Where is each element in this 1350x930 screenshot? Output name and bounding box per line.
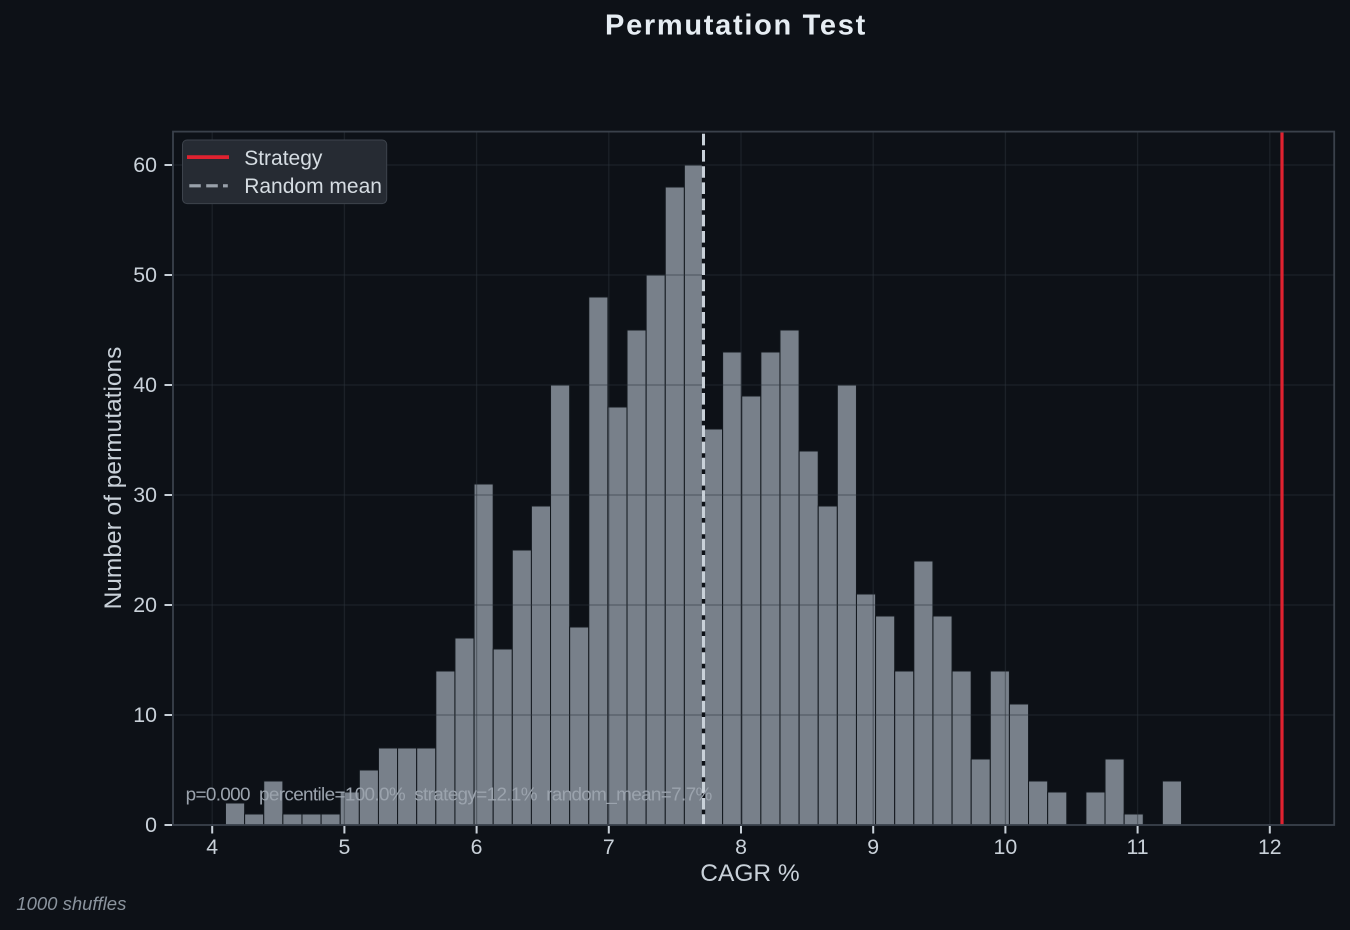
svg-text:10: 10 bbox=[133, 703, 157, 727]
svg-text:p=0.000 percentile=100.0% st: p=0.000 percentile=100.0% strategy=12.1%… bbox=[186, 784, 713, 805]
svg-text:Number of permutations: Number of permutations bbox=[100, 347, 127, 610]
svg-text:Permutation Test: Permutation Test bbox=[605, 10, 867, 42]
svg-text:9: 9 bbox=[867, 835, 879, 859]
svg-text:50: 50 bbox=[133, 263, 157, 287]
svg-text:CAGR %: CAGR % bbox=[700, 860, 799, 887]
svg-text:7: 7 bbox=[603, 835, 615, 859]
svg-text:5: 5 bbox=[338, 835, 350, 859]
svg-text:Random mean: Random mean bbox=[244, 175, 382, 198]
svg-text:10: 10 bbox=[994, 835, 1018, 859]
svg-text:1000 shuffles: 1000 shuffles bbox=[16, 893, 126, 914]
svg-text:12: 12 bbox=[1258, 835, 1282, 859]
svg-text:8: 8 bbox=[735, 835, 747, 859]
svg-text:20: 20 bbox=[133, 593, 157, 617]
svg-text:0: 0 bbox=[145, 813, 157, 837]
svg-text:4: 4 bbox=[206, 835, 218, 859]
svg-text:30: 30 bbox=[133, 483, 157, 507]
svg-text:60: 60 bbox=[133, 153, 157, 177]
svg-text:6: 6 bbox=[471, 835, 483, 859]
svg-text:11: 11 bbox=[1127, 835, 1149, 859]
svg-text:40: 40 bbox=[133, 373, 157, 397]
svg-text:Strategy: Strategy bbox=[244, 147, 323, 170]
